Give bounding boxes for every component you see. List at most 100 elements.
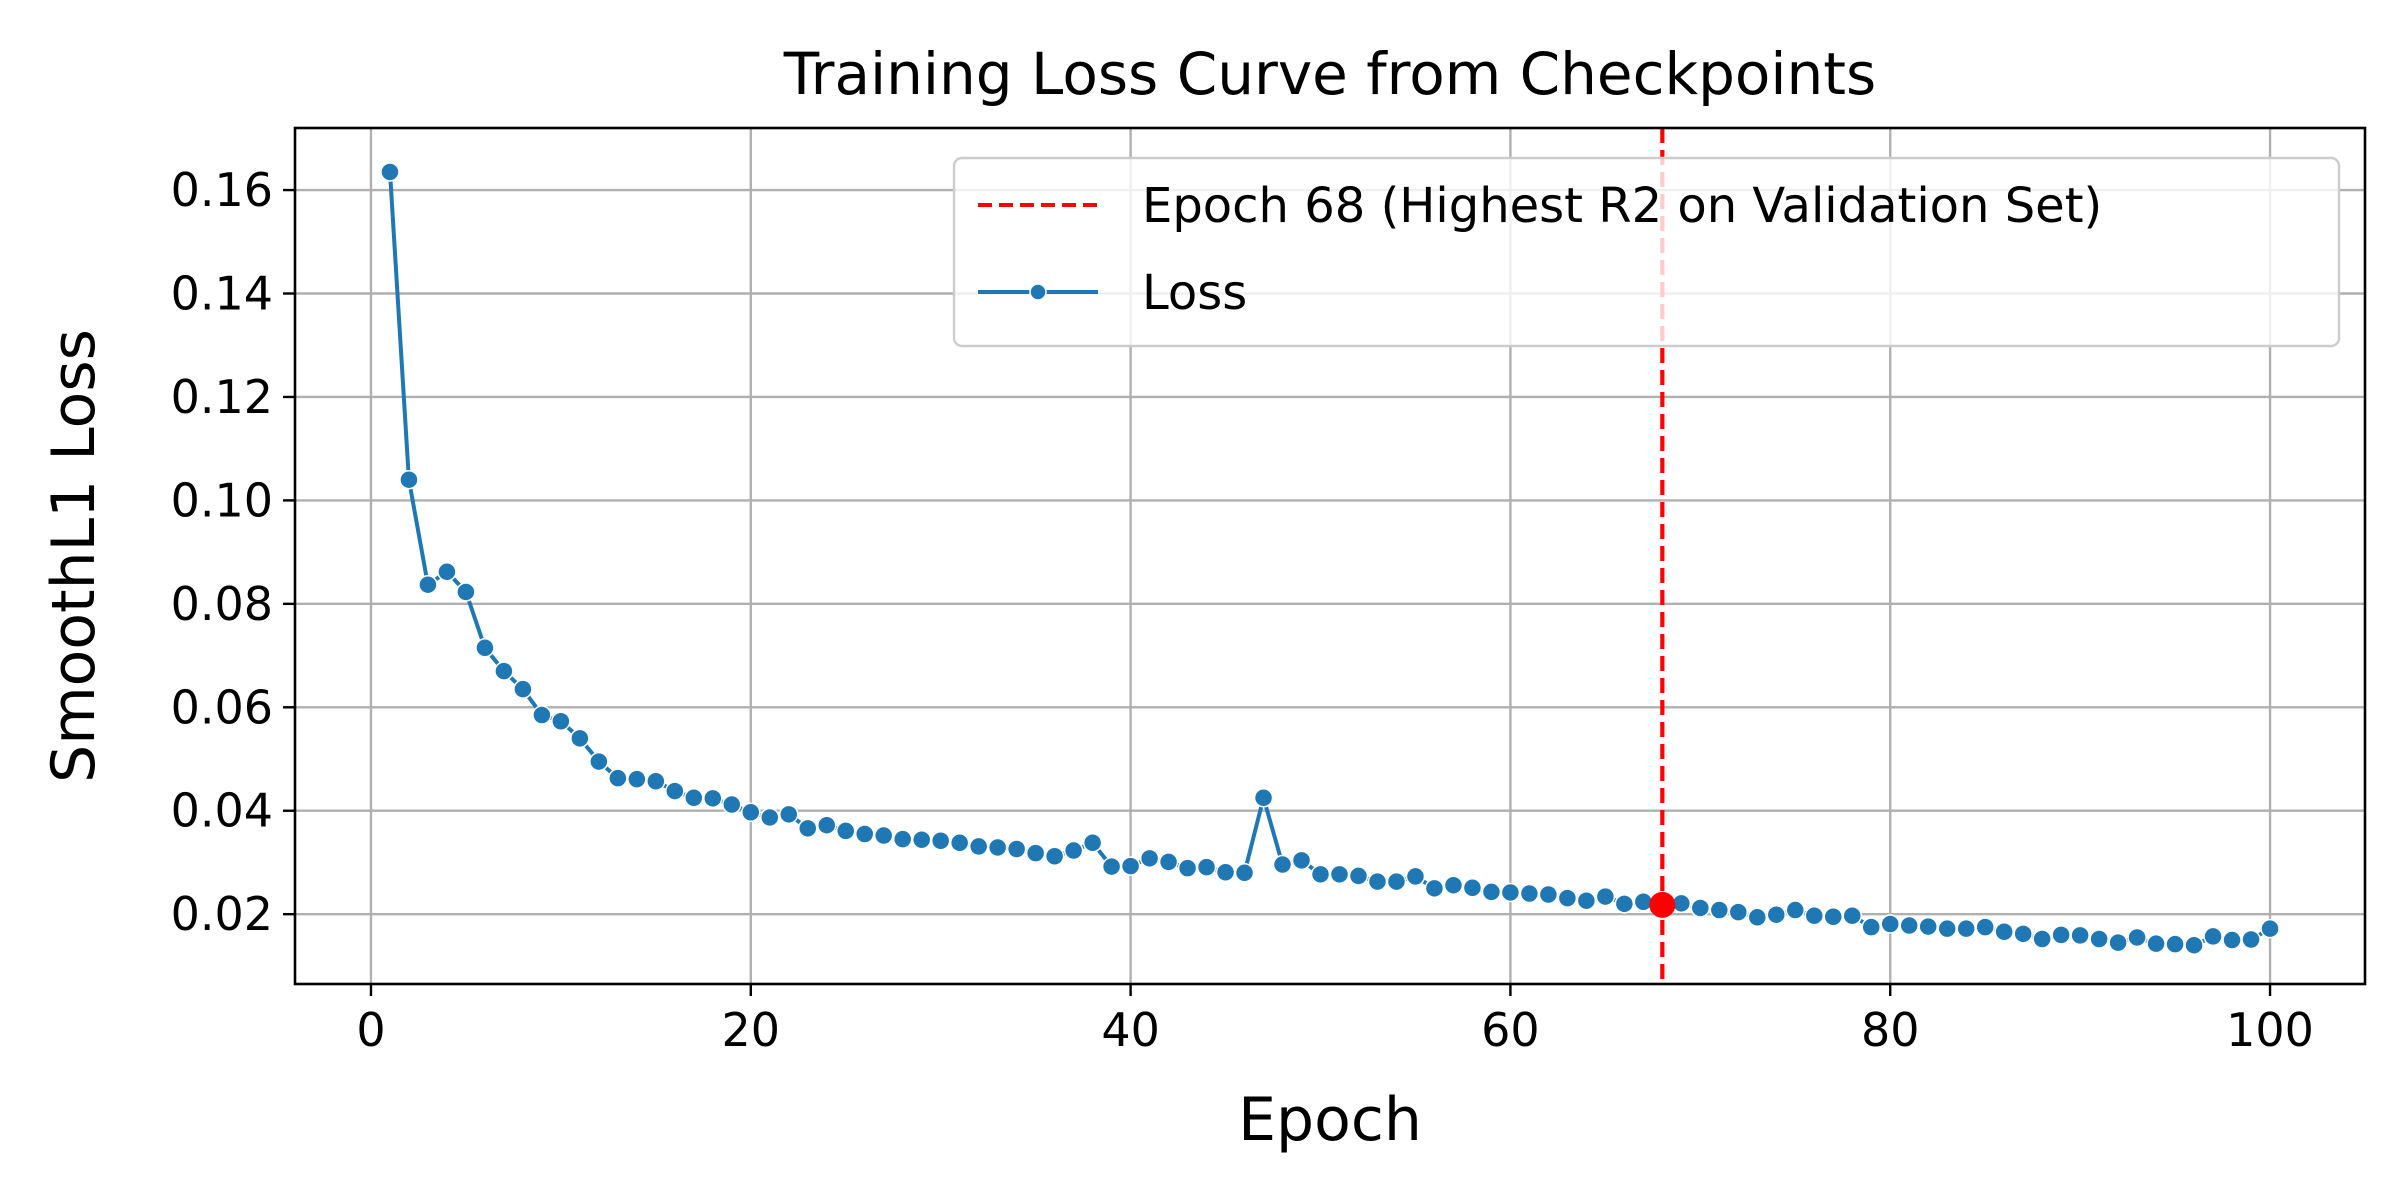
loss-point [399,469,419,490]
y-tick-label: 0.16 [171,163,273,217]
loss-point [835,821,856,841]
loss-point [2260,918,2280,939]
loss-point [949,833,970,853]
loss-point [1025,843,1046,863]
loss-point [494,661,514,681]
loss-point [1709,900,1730,920]
loss-point [2146,933,2166,954]
loss-point [551,711,571,732]
loss-point [2070,925,2090,946]
loss-point [1405,866,1426,887]
loss-point [1424,878,1445,899]
loss-point [513,679,533,699]
loss-point [1728,902,1749,922]
loss-point [1576,890,1597,911]
loss-point [570,728,590,749]
highlight-layer [1649,891,1676,918]
loss-point [1310,864,1331,885]
loss-point [779,804,799,825]
loss-point [1994,922,2014,942]
loss-point [987,837,1008,858]
x-tick-label: 80 [1861,1003,1920,1057]
loss-point [2241,929,2261,950]
loss-point [608,768,628,788]
loss-point [2032,929,2052,949]
best-epoch-point [1649,891,1676,918]
loss-point [1861,917,1881,937]
loss-point [1823,907,1844,927]
loss-point [532,705,552,725]
loss-point [2222,930,2242,950]
loss-point [1937,918,1957,939]
loss-point [437,562,457,582]
loss-point [1519,883,1540,904]
loss-point [1139,848,1160,869]
loss-point [1918,916,1938,937]
loss-point [1234,863,1255,883]
loss-point [1253,788,1274,808]
y-tick-label: 0.08 [171,577,273,631]
loss-point [1690,898,1711,918]
loss-point [816,815,837,835]
loss-point [1386,871,1407,892]
loss-point [1272,854,1293,875]
loss-point [1101,856,1122,877]
loss-point [1367,871,1388,892]
loss-point [1595,886,1616,907]
loss-series [380,162,2280,955]
x-tick-label: 20 [722,1003,781,1057]
y-tick-label: 0.02 [171,887,273,941]
loss-point [873,825,894,846]
legend: Epoch 68 (Highest R2 on Validation Set) … [952,156,2341,348]
loss-point [1633,892,1654,912]
x-tick-label: 100 [2226,1003,2314,1057]
legend-loss-marker [1029,283,1047,301]
loss-point [1177,858,1198,878]
loss-point [1120,856,1141,876]
loss-point [1006,839,1027,859]
y-tick-label: 0.12 [171,370,273,424]
loss-point [1462,878,1483,898]
loss-point [1614,894,1635,914]
loss-point [703,788,723,809]
loss-point [1538,884,1559,905]
loss-point [911,829,932,850]
loss-point [2089,929,2109,949]
loss-point [418,574,438,595]
y-tick-label: 0.14 [171,267,273,321]
chart-title: Training Loss Curve from Checkpoints [783,40,1876,108]
loss-point [627,769,647,789]
loss-point [456,582,476,602]
loss-point [2165,934,2185,954]
loss-point [1785,900,1806,920]
loss-point [1082,833,1103,853]
y-tick-label: 0.04 [171,784,273,838]
axis-ticks: 0 20 40 60 80 100 0.02 0.04 0.06 0.08 0.10 0.12 0.14… [171,163,2314,1057]
loss-point [1158,852,1179,872]
loss-point [646,771,666,791]
loss-point [1557,888,1578,908]
x-axis-label: Epoch [1238,1085,1422,1155]
loss-point [2184,935,2204,955]
loss-point [798,818,818,839]
loss-point [1899,915,1919,936]
loss-point [2108,932,2128,953]
loss-point [1880,914,1900,934]
loss-point [2203,926,2223,947]
loss-point [1747,907,1768,928]
loss-point [1481,882,1502,902]
loss-point [475,638,495,658]
plot-area-frame [293,126,2367,986]
x-tick-label: 60 [1481,1003,1540,1057]
loss-point [1329,864,1350,885]
loss-point [665,781,685,801]
loss-point [684,788,704,808]
y-axis-label: SmoothL1 Loss [39,329,109,783]
y-tick-label: 0.06 [171,680,273,734]
loss-point [2051,925,2071,945]
loss-point [1196,857,1217,877]
loss-point [1804,905,1825,926]
loss-point [1348,866,1369,886]
loss-point [1500,882,1521,903]
